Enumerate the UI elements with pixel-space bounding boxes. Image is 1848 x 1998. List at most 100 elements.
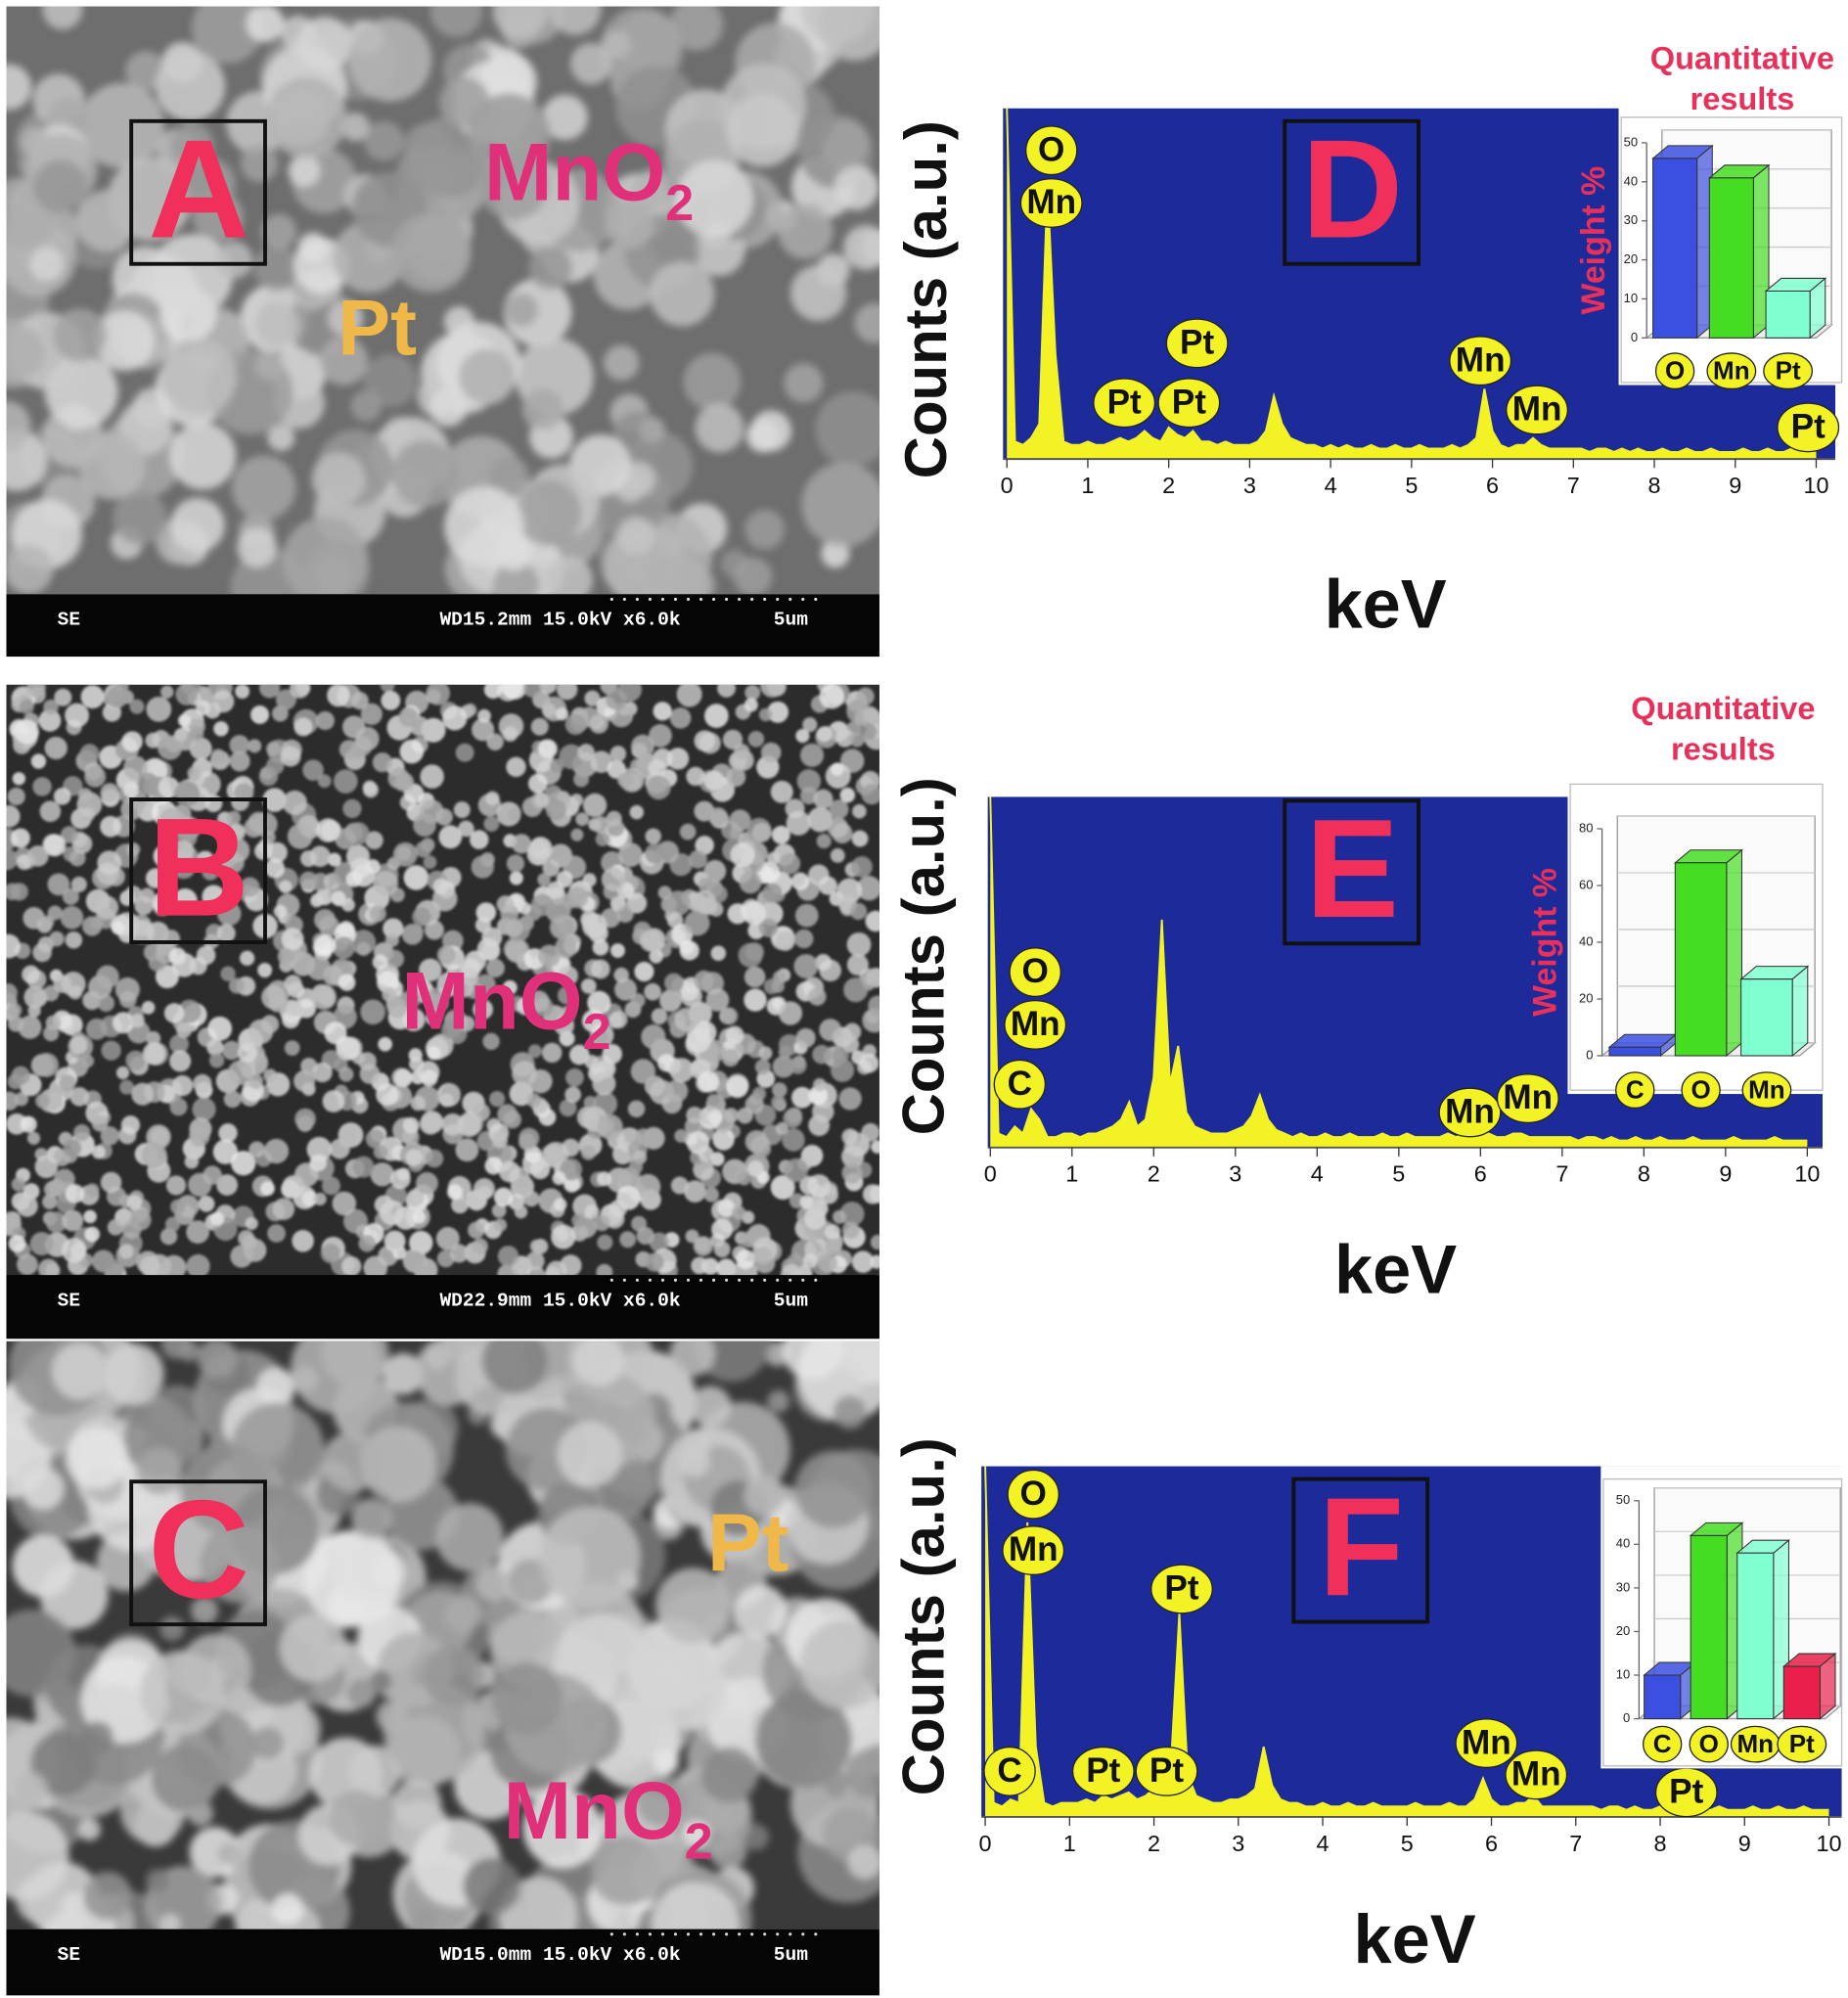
particle [77,431,146,500]
particle [485,791,500,806]
particle [780,1263,802,1276]
panel-letter: B [148,790,248,946]
peak-label: Mn [1026,183,1076,221]
bar [1690,1534,1728,1720]
scale-dot [660,1932,665,1936]
particle [8,1016,24,1032]
particle [254,351,284,381]
particle [18,1015,42,1039]
particle [314,934,337,956]
particle [51,1342,109,1400]
particle [14,719,39,745]
scale-dot [712,1278,716,1282]
particle [34,1053,59,1077]
particle [30,753,47,769]
panel-letter: D [1302,111,1403,267]
particle [707,1110,723,1125]
particle [758,1046,773,1061]
particle [123,755,148,781]
particle [59,1074,76,1092]
x-tick-label: 1 [1063,1831,1076,1856]
particle [488,456,530,498]
particle [745,420,780,453]
particle [688,849,707,869]
particle [716,1258,737,1276]
particle [483,816,500,832]
particle [158,776,180,798]
particle [333,936,355,960]
particle [794,903,819,928]
particle [802,717,818,733]
particle [121,731,143,752]
particle [630,1059,655,1084]
particle [743,901,767,926]
particle [145,868,166,888]
particle [213,721,229,737]
particle [472,718,495,742]
particle [250,704,270,724]
particle [865,910,879,932]
particle [799,743,825,767]
particle [639,930,662,952]
particle [313,1192,327,1206]
particle [666,748,690,770]
particle [657,885,672,900]
particle [61,1238,87,1263]
particle [784,363,824,403]
particle [492,561,540,595]
particle [163,1003,185,1023]
scale-dot [750,1278,754,1282]
particle [317,774,332,789]
particle [753,1247,772,1265]
particle [744,988,767,1012]
particle [282,790,307,816]
material-label: Pt [338,285,417,373]
particle [100,1171,122,1194]
scale-dot [763,597,767,602]
particle [416,1171,438,1195]
particle [190,1596,218,1625]
particle [151,1745,219,1812]
info-text: SE [58,1290,80,1311]
particle [189,1125,210,1147]
particle [558,966,578,986]
particle [575,812,589,827]
x-tick-label: 4 [1325,473,1337,498]
particle [382,1352,425,1395]
particle [216,1174,239,1196]
particle [717,1199,736,1217]
particle [816,834,832,849]
particle [426,684,451,705]
particle [830,847,845,863]
particle [767,701,789,723]
peak-label: Mn [1511,1755,1561,1794]
scale-dot [635,597,639,602]
particle [794,1450,873,1528]
particle [153,844,177,869]
scale-dot [622,1278,626,1282]
particle [859,1053,879,1073]
label-bubble [1689,1725,1729,1763]
particle [254,301,301,348]
particle [703,859,727,883]
particle [6,1811,69,1901]
particle [207,1433,231,1457]
particle [609,746,627,762]
letter-box [1291,1476,1430,1624]
particle [665,890,691,916]
bar [1736,1552,1775,1720]
particle [100,783,119,802]
particle [463,1857,520,1915]
particle [7,1073,23,1090]
particle [172,888,198,914]
particle [169,123,214,168]
particle [155,51,226,121]
particle [63,1139,82,1158]
particle [675,159,753,238]
particle [65,703,89,728]
particle [85,1183,100,1198]
particle [363,353,418,408]
particle [231,455,296,521]
particle [45,1015,62,1031]
particle [641,1024,666,1050]
